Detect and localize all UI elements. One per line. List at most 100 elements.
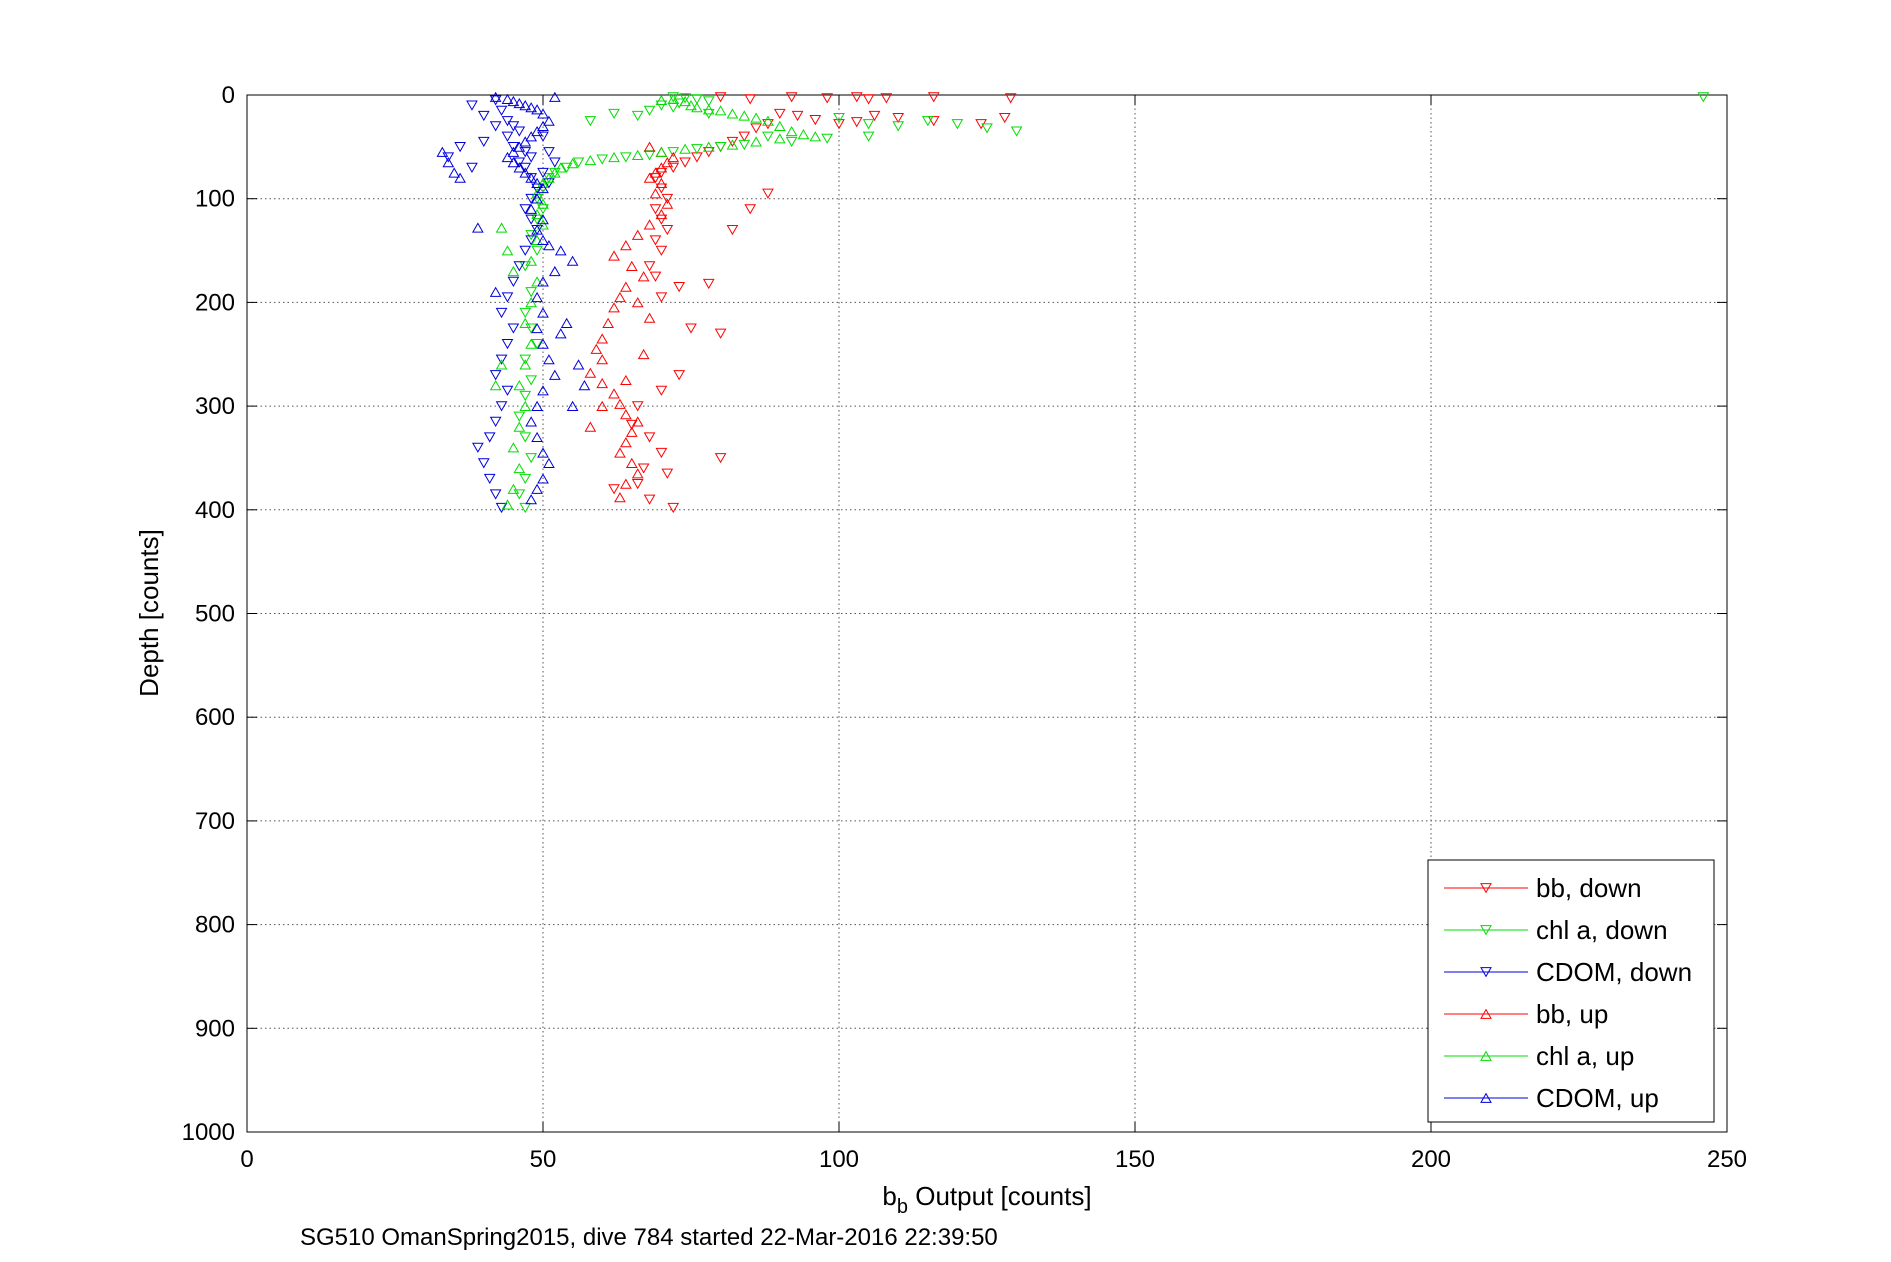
- series-group: [584, 141, 680, 503]
- data-point: [667, 92, 680, 103]
- data-point: [537, 219, 549, 230]
- data-point: [525, 323, 538, 334]
- series-group: [436, 91, 591, 505]
- data-point: [655, 177, 668, 188]
- data-point: [631, 468, 644, 479]
- data-point: [537, 447, 549, 458]
- data-point: [537, 385, 549, 396]
- data-point: [927, 92, 940, 103]
- data-point: [702, 278, 715, 290]
- data-point: [513, 97, 526, 109]
- data-point: [608, 250, 620, 261]
- data-point: [661, 224, 674, 236]
- legend-marker: [1480, 883, 1492, 894]
- data-point: [637, 348, 650, 360]
- data-point: [691, 144, 703, 155]
- data-point: [637, 271, 650, 282]
- data-point: [525, 287, 538, 298]
- data-point: [519, 502, 532, 514]
- data-point: [519, 167, 532, 178]
- data-point: [596, 333, 609, 344]
- data-point: [862, 131, 875, 142]
- data-point: [543, 354, 555, 365]
- y-tick-label: 900: [195, 1015, 235, 1042]
- data-point: [620, 281, 632, 292]
- data-point: [821, 93, 834, 104]
- data-point: [625, 426, 638, 437]
- data-point: [513, 489, 526, 500]
- data-point: [702, 141, 715, 152]
- data-point: [738, 139, 751, 151]
- data-point: [531, 400, 543, 411]
- data-point: [738, 131, 751, 142]
- data-point: [673, 281, 686, 293]
- y-tick-label: 200: [195, 289, 235, 316]
- data-point: [655, 245, 668, 256]
- data-point: [531, 245, 543, 256]
- data-point: [667, 93, 680, 104]
- data-point: [649, 271, 662, 282]
- x-axis-label: bb Output [counts]: [882, 1181, 1091, 1218]
- y-tick-label: 500: [195, 601, 235, 628]
- data-point: [466, 100, 478, 111]
- data-point: [507, 483, 520, 494]
- data-point: [507, 142, 520, 153]
- legend-marker: [1480, 1092, 1492, 1103]
- data-point: [631, 479, 644, 490]
- data-point: [596, 400, 609, 411]
- data-point: [702, 104, 715, 115]
- data-point: [762, 188, 774, 199]
- data-point: [625, 419, 638, 431]
- data-point: [531, 125, 543, 137]
- data-point: [525, 172, 538, 183]
- legend-marker: [1480, 967, 1492, 978]
- data-point: [667, 502, 680, 514]
- data-point: [655, 208, 668, 220]
- data-point: [472, 222, 484, 233]
- data-point: [655, 214, 668, 225]
- data-point: [537, 234, 549, 246]
- y-tick-label: 700: [195, 808, 235, 835]
- data-point: [543, 115, 555, 126]
- data-point: [513, 462, 526, 474]
- data-point: [850, 117, 863, 128]
- data-point: [649, 173, 662, 184]
- data-point: [691, 102, 703, 113]
- data-point: [726, 224, 739, 236]
- x-tick-label: 150: [1115, 1146, 1155, 1173]
- y-tick-label: 800: [195, 912, 235, 939]
- data-point: [560, 317, 573, 328]
- data-point: [572, 157, 585, 168]
- legend-marker: [1480, 1050, 1492, 1061]
- legend-label: CDOM, up: [1536, 1083, 1659, 1113]
- data-point: [531, 104, 543, 115]
- data-point: [625, 457, 638, 468]
- data-point: [738, 110, 751, 121]
- data-point: [685, 323, 697, 334]
- data-point: [643, 312, 656, 323]
- data-point: [537, 177, 549, 188]
- data-point: [744, 94, 757, 105]
- data-point: [537, 108, 549, 119]
- data-point: [548, 265, 561, 277]
- data-point: [554, 245, 567, 256]
- y-tick-label: 400: [195, 497, 235, 524]
- data-point: [649, 188, 662, 199]
- x-tick-label: 0: [240, 1146, 253, 1173]
- data-point: [620, 374, 632, 386]
- data-point: [762, 131, 774, 142]
- data-point: [543, 240, 555, 251]
- data-point: [519, 307, 532, 319]
- data-point: [584, 154, 597, 166]
- data-point: [436, 146, 449, 157]
- y-tick-label: 0: [222, 82, 235, 109]
- data-point: [791, 110, 804, 122]
- data-point: [679, 157, 691, 168]
- data-point: [519, 245, 532, 256]
- data-point: [525, 297, 538, 308]
- data-point: [862, 94, 875, 105]
- data-point: [726, 136, 739, 148]
- data-point: [519, 136, 532, 147]
- data-point: [507, 442, 520, 453]
- data-point: [685, 100, 697, 111]
